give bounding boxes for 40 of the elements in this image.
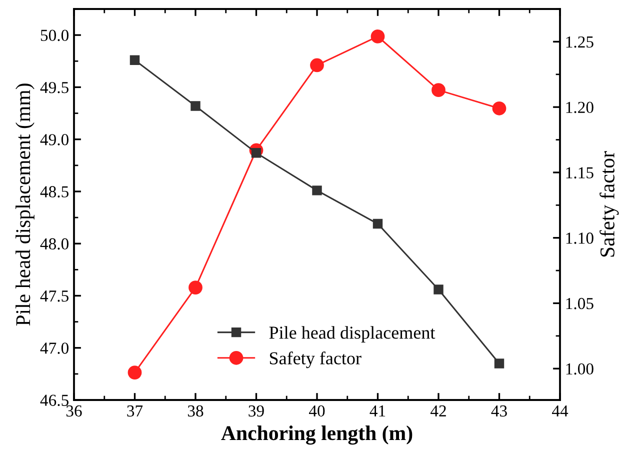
x-tick-label: 42: [430, 405, 446, 416]
x-tick-label: 38: [188, 405, 204, 417]
point: [130, 55, 140, 65]
point: [432, 83, 446, 98]
x-tick-label: 43: [491, 405, 507, 417]
x-tick-label: 39: [248, 405, 264, 417]
point: [494, 358, 504, 368]
x-tick-label: 44: [552, 405, 568, 416]
y-tick-label: 49.5: [40, 82, 68, 94]
point: [310, 58, 324, 72]
x-tick-label: 36: [66, 405, 82, 417]
y-tick-label: 48.0: [40, 238, 69, 250]
point: [434, 284, 444, 294]
point: [128, 366, 142, 380]
x-axis-title: Anchoring length (m): [221, 426, 412, 445]
y2-tick-label: 1.10: [566, 232, 594, 244]
point: [492, 101, 506, 116]
legend-label: Safety factor: [270, 352, 362, 368]
y-tick-label: 48.5: [40, 186, 68, 198]
point: [188, 280, 202, 294]
y2-tick-label: 1.25: [566, 36, 594, 48]
y-tick-label: 49.0: [40, 134, 69, 146]
y-tick-label: 46.5: [40, 394, 68, 406]
point: [312, 186, 322, 196]
y-tick-label: 47.5: [40, 290, 68, 302]
y2-tick-label: 1.20: [566, 102, 594, 114]
x-tick-label: 37: [127, 405, 143, 417]
x-tick-label: 40: [308, 405, 325, 417]
x-tick-label: 41: [370, 405, 386, 416]
y-axis-title: Pile head displacement (mm): [16, 84, 34, 326]
y-tick-label: 50.0: [40, 30, 69, 42]
y-tick-label: 47.0: [40, 342, 69, 354]
legend-label: Pile head displacement: [269, 326, 436, 342]
point: [190, 101, 200, 111]
y2-tick-label: 1.00: [566, 363, 594, 375]
y2-tick-label: 1.05: [566, 298, 594, 310]
point: [370, 30, 385, 44]
y2-axis-title: Safety factor: [600, 151, 619, 257]
point: [372, 218, 383, 229]
y2-tick-label: 1.15: [566, 167, 594, 178]
